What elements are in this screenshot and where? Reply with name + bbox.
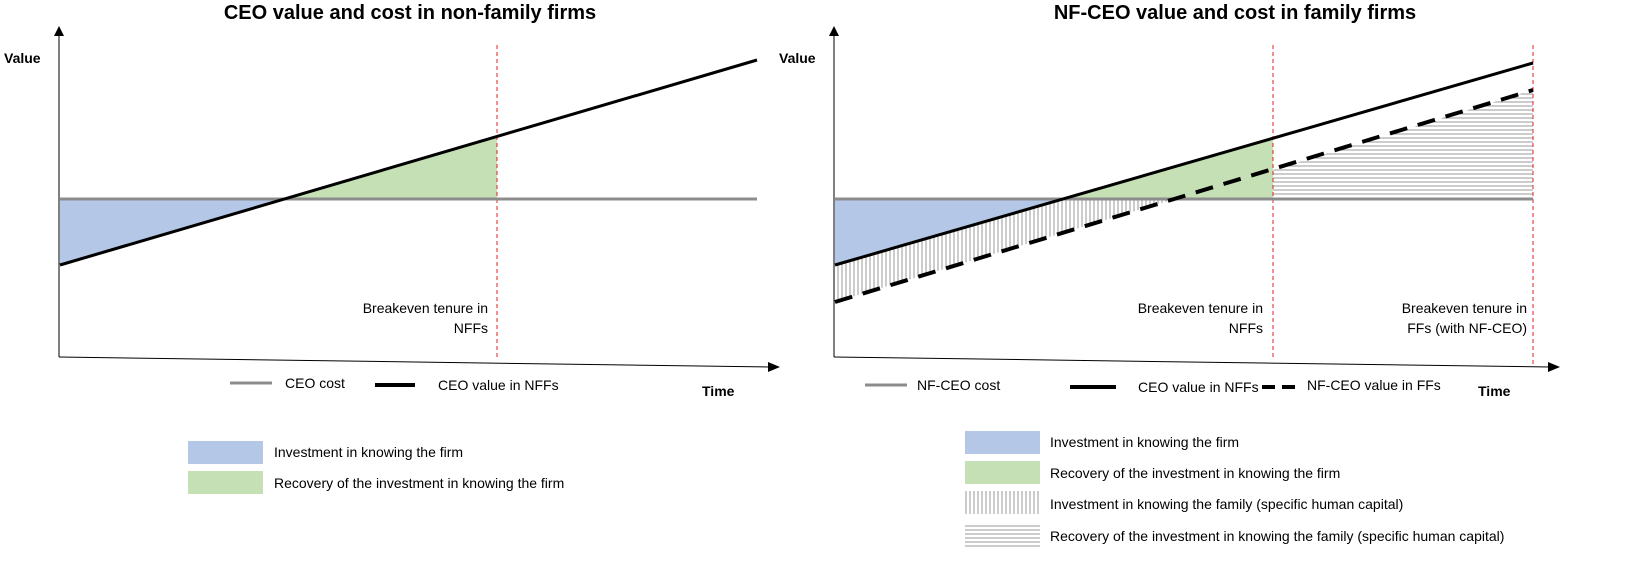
legend-label-ceo-cost: CEO cost [285,375,345,391]
y-axis-arrowhead [54,26,64,36]
legend-swatch-vertical-hatch [965,491,1040,514]
ceo-value-line [59,58,758,267]
left-diagram-title: CEO value and cost in non-family firms [223,2,597,24]
legend-label-investment-in-knowing-the-family: Investment in knowing the family (specif… [1050,496,1403,512]
ceo-value-in-nffs-line [834,61,1534,267]
x-axis [833,356,1551,368]
legend-swatch-green [188,471,263,494]
legend-swatch-horizontal-hatch [965,524,1040,547]
legend-label-ceo-value-in-nffs: CEO value in NFFs [1138,379,1259,395]
y-axis-arrowhead [829,26,839,36]
x-axis [58,356,771,368]
right-diagram-canvas: Value Time Breakeven tenure in NFFs Brea… [779,26,1560,547]
legend-label-recovery-of-investment-in-knowing-the-firm: Recovery of the investment in knowing th… [274,475,564,491]
breakeven-ffs-label-line-2: FFs (with NF-CEO) [1407,320,1527,336]
y-axis-label: Value [779,50,816,66]
right-diagram-title: NF-CEO value and cost in family firms [1053,2,1417,24]
breakeven-nffs-label-line-1: Breakeven tenure in [1138,300,1263,316]
legend-label-ceo-value-in-nffs: CEO value in NFFs [438,377,559,393]
legend-swatch-blue [188,441,263,464]
right-diagram-panel: NF-CEO value and cost in family firms Va… [779,0,1650,578]
left-diagram-canvas: Value Time Breakeven tenure in NFFs CEO … [4,26,780,494]
legend-label-investment-in-knowing-the-firm: Investment in knowing the firm [1050,434,1239,450]
legend-label-recovery-of-investment-in-knowing-the-family: Recovery of the investment in knowing th… [1050,528,1504,544]
x-axis-label: Time [702,383,735,399]
breakeven-nffs-label-line-2: NFFs [1229,320,1263,336]
x-axis-label: Time [1478,383,1511,399]
legend-swatch-blue [965,431,1040,454]
legend-label-recovery-of-investment-in-knowing-the-firm: Recovery of the investment in knowing th… [1050,465,1340,481]
legend-swatch-green [965,461,1040,484]
breakeven-ffs-label-line-1: Breakeven tenure in [1402,300,1527,316]
nf-ceo-value-in-ffs-line [834,88,1534,304]
breakeven-label-line-1: Breakeven tenure in [363,300,488,316]
breakeven-label-line-2: NFFs [454,320,488,336]
legend-label-nf-ceo-cost: NF-CEO cost [917,377,1000,393]
recovery-of-investment-in-knowing-the-family-area [1273,90,1533,199]
legend-label-nf-ceo-value-in-ffs: NF-CEO value in FFs [1307,377,1441,393]
y-axis-label: Value [4,50,41,66]
x-axis-arrowhead [1548,362,1560,372]
left-diagram-panel: CEO value and cost in non-family firms V… [0,0,820,578]
legend-label-investment-in-knowing-the-firm: Investment in knowing the firm [274,444,463,460]
x-axis-arrowhead [768,362,780,372]
